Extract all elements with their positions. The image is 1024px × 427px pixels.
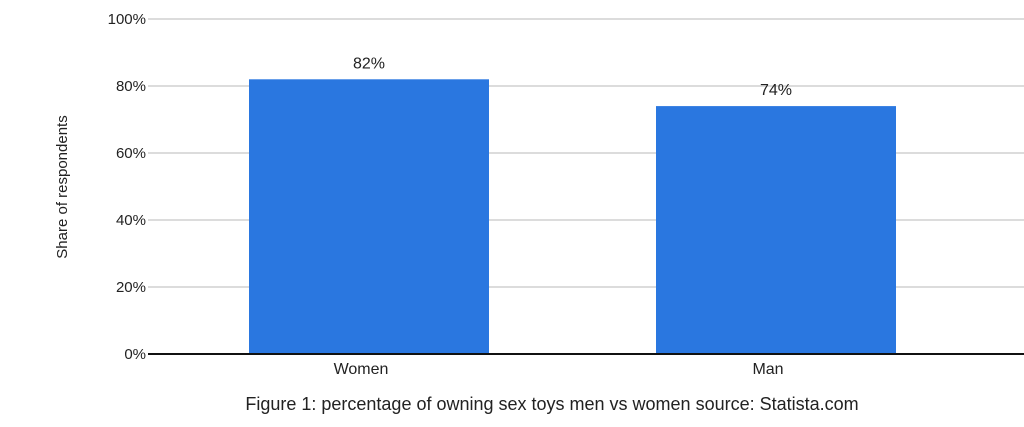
y-tick-label: 20% <box>116 279 146 296</box>
y-tick-label: 100% <box>108 11 146 28</box>
data-label-women: 82% <box>353 55 385 72</box>
y-axis-title: Share of respondents <box>54 115 71 258</box>
bar-women <box>249 79 489 355</box>
x-category-label-women: Women <box>334 361 389 378</box>
data-labels: 82% 74% <box>353 55 792 99</box>
bar-chart: 0% 20% 40% 60% 80% 100% 82% 74% Women Man Share… <box>54 11 1024 378</box>
bar-man <box>656 106 896 354</box>
x-axis-category-labels: Women Man <box>334 361 784 378</box>
figure-caption: Figure 1: percentage of owning sex toys … <box>245 394 859 414</box>
y-tick-label: 40% <box>116 212 146 229</box>
y-tick-label: 0% <box>124 346 146 363</box>
x-category-label-man: Man <box>752 361 783 378</box>
y-tick-label: 80% <box>116 78 146 95</box>
bars <box>249 79 896 355</box>
y-tick-label: 60% <box>116 145 146 162</box>
y-axis-tick-labels: 0% 20% 40% 60% 80% 100% <box>108 11 146 363</box>
data-label-man: 74% <box>760 82 792 99</box>
